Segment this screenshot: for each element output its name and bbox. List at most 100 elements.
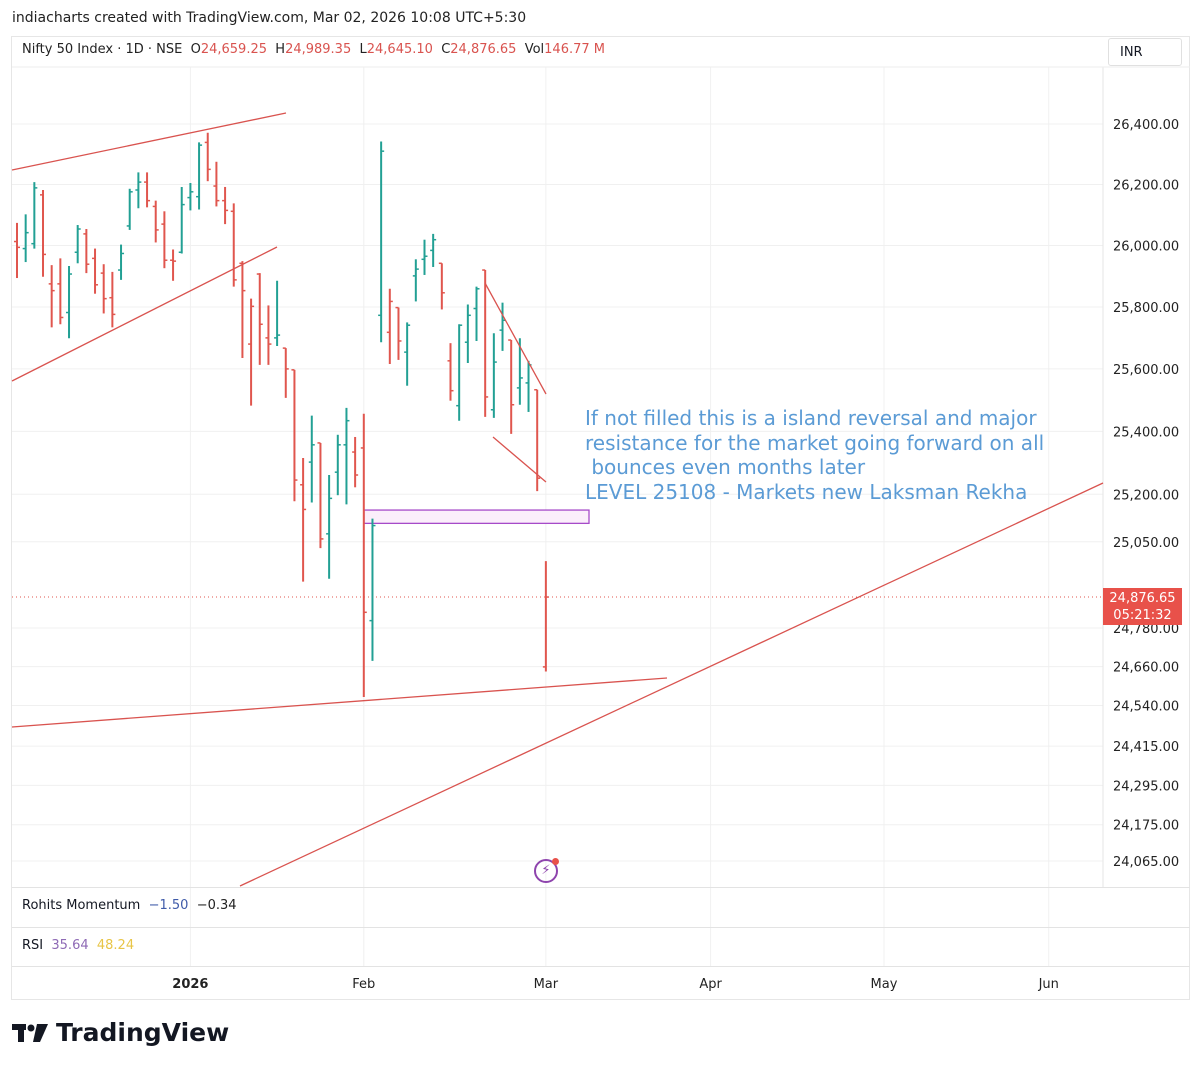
low-label: L xyxy=(359,42,367,57)
y-tick-label: 24,175.00 xyxy=(1113,819,1179,834)
support-trend-line xyxy=(11,677,668,728)
x-tick-label: Mar xyxy=(534,977,559,992)
ohlc-bar xyxy=(170,249,177,281)
ohlc-bar xyxy=(317,442,324,549)
ohlc-bar xyxy=(386,288,393,364)
chart-annotation[interactable]: If not filled this is a island reversal … xyxy=(585,406,1045,504)
ohlc-bar xyxy=(334,434,341,496)
wedge-upper-line xyxy=(484,282,547,395)
y-tick-label: 25,050.00 xyxy=(1113,536,1179,551)
high-value: 24,989.35 xyxy=(285,42,352,57)
last-price-tag: 24,876.65 05:21:32 xyxy=(1103,588,1182,625)
ohlc-bar xyxy=(369,518,376,661)
ohlc-bar xyxy=(126,188,133,230)
close-label: C xyxy=(441,42,451,57)
ohlc-bar xyxy=(204,132,211,182)
rsi-pane[interactable]: RSI 35.64 48.24 xyxy=(12,927,1190,967)
ohlc-bar xyxy=(326,475,333,579)
ohlc-bar xyxy=(31,182,38,249)
ohlc-bar xyxy=(542,561,549,672)
lower-channel-line xyxy=(11,246,278,382)
ohlc-bar xyxy=(222,186,229,225)
x-tick-label: Apr xyxy=(699,977,722,992)
ohlc-bar xyxy=(22,214,29,263)
ohlc-bar xyxy=(404,322,411,386)
ohlc-bar xyxy=(490,333,497,418)
currency-button[interactable]: INR xyxy=(1108,38,1182,66)
rising-trend-line xyxy=(239,482,1104,887)
high-label: H xyxy=(275,42,286,57)
ohlc-bar xyxy=(464,304,471,364)
ohlc-bar xyxy=(48,265,55,328)
y-tick-label: 25,200.00 xyxy=(1113,488,1179,503)
y-tick-label: 25,800.00 xyxy=(1113,301,1179,316)
ohlc-bar xyxy=(308,415,315,503)
ohlc-bar xyxy=(92,248,99,294)
volume-label: Vol xyxy=(524,42,545,57)
ohlc-bar xyxy=(360,413,367,698)
x-tick-label: Jun xyxy=(1038,977,1059,992)
y-tick-label: 24,065.00 xyxy=(1113,855,1179,870)
ohlc-bar xyxy=(516,338,523,405)
ohlc-bar xyxy=(378,141,385,343)
volume-value: 146.77 M xyxy=(544,42,605,57)
ohlc-bar xyxy=(265,305,272,365)
low-value: 24,645.10 xyxy=(366,42,433,57)
ohlc-bar xyxy=(109,271,116,328)
ohlc-bar xyxy=(144,172,151,208)
chart-frame xyxy=(11,36,1190,1000)
tradingview-logo: TradingView xyxy=(12,1018,229,1047)
notification-dot xyxy=(552,858,559,865)
open-label: O xyxy=(190,42,201,57)
tradingview-wordmark: TradingView xyxy=(56,1018,230,1047)
x-tick-label: May xyxy=(871,977,898,992)
ohlc-bar xyxy=(412,259,419,302)
ohlc-bar xyxy=(239,261,246,359)
ohlc-bar xyxy=(152,200,159,243)
y-tick-label: 25,600.00 xyxy=(1113,363,1179,378)
time-axis[interactable] xyxy=(12,966,1190,1001)
chart-caption: indiacharts created with TradingView.com… xyxy=(12,10,527,26)
ohlc-bar xyxy=(57,258,64,325)
momentum-pane[interactable]: Rohits Momentum −1.50 −0.34 xyxy=(12,887,1190,928)
ohlc-bar xyxy=(118,244,125,280)
x-tick-label: 2026 xyxy=(172,977,208,992)
y-tick-label: 24,540.00 xyxy=(1113,699,1179,714)
y-tick-label: 26,200.00 xyxy=(1113,179,1179,194)
lightning-icon[interactable]: ⚡ xyxy=(534,858,559,883)
y-tick-label: 26,000.00 xyxy=(1113,240,1179,255)
ohlc-bar xyxy=(473,286,480,341)
y-tick-label: 26,400.00 xyxy=(1113,118,1179,133)
ohlc-bar xyxy=(248,298,255,406)
ohlc-bar xyxy=(456,324,463,421)
symbol-name[interactable]: Nifty 50 Index · 1D · NSE xyxy=(22,42,183,57)
ohlc-bar xyxy=(447,343,454,401)
rsi-value-1: 35.64 xyxy=(51,938,89,953)
ohlc-bar xyxy=(343,407,350,505)
y-tick-label: 24,415.00 xyxy=(1113,740,1179,755)
ohlc-bar xyxy=(291,369,298,502)
ohlc-bar xyxy=(196,142,203,210)
ohlc-bar xyxy=(430,233,437,267)
last-price: 24,876.65 xyxy=(1109,591,1176,606)
ohlc-bar xyxy=(100,264,107,314)
gap-zone-box xyxy=(363,509,590,525)
wedge-lower-line xyxy=(492,436,547,483)
ohlc-bar xyxy=(178,186,185,254)
tradingview-logo-icon xyxy=(12,1023,48,1042)
ohlc-bar xyxy=(66,266,73,339)
ohlc-bar xyxy=(274,280,281,346)
ohlc-bar xyxy=(282,347,289,398)
symbol-legend: Nifty 50 Index · 1D · NSE O24,659.25 H24… xyxy=(22,42,605,57)
ohlc-bar xyxy=(230,203,237,287)
y-tick-label: 24,660.00 xyxy=(1113,661,1179,676)
ohlc-bar xyxy=(352,436,359,488)
momentum-legend: Rohits Momentum −1.50 −0.34 xyxy=(22,898,237,913)
momentum-name: Rohits Momentum xyxy=(22,898,141,913)
ohlc-bar xyxy=(256,273,263,365)
ohlc-bar xyxy=(135,172,142,209)
ohlc-bar xyxy=(161,211,168,269)
rsi-legend: RSI 35.64 48.24 xyxy=(22,938,134,953)
bar-countdown: 05:21:32 xyxy=(1113,608,1172,623)
